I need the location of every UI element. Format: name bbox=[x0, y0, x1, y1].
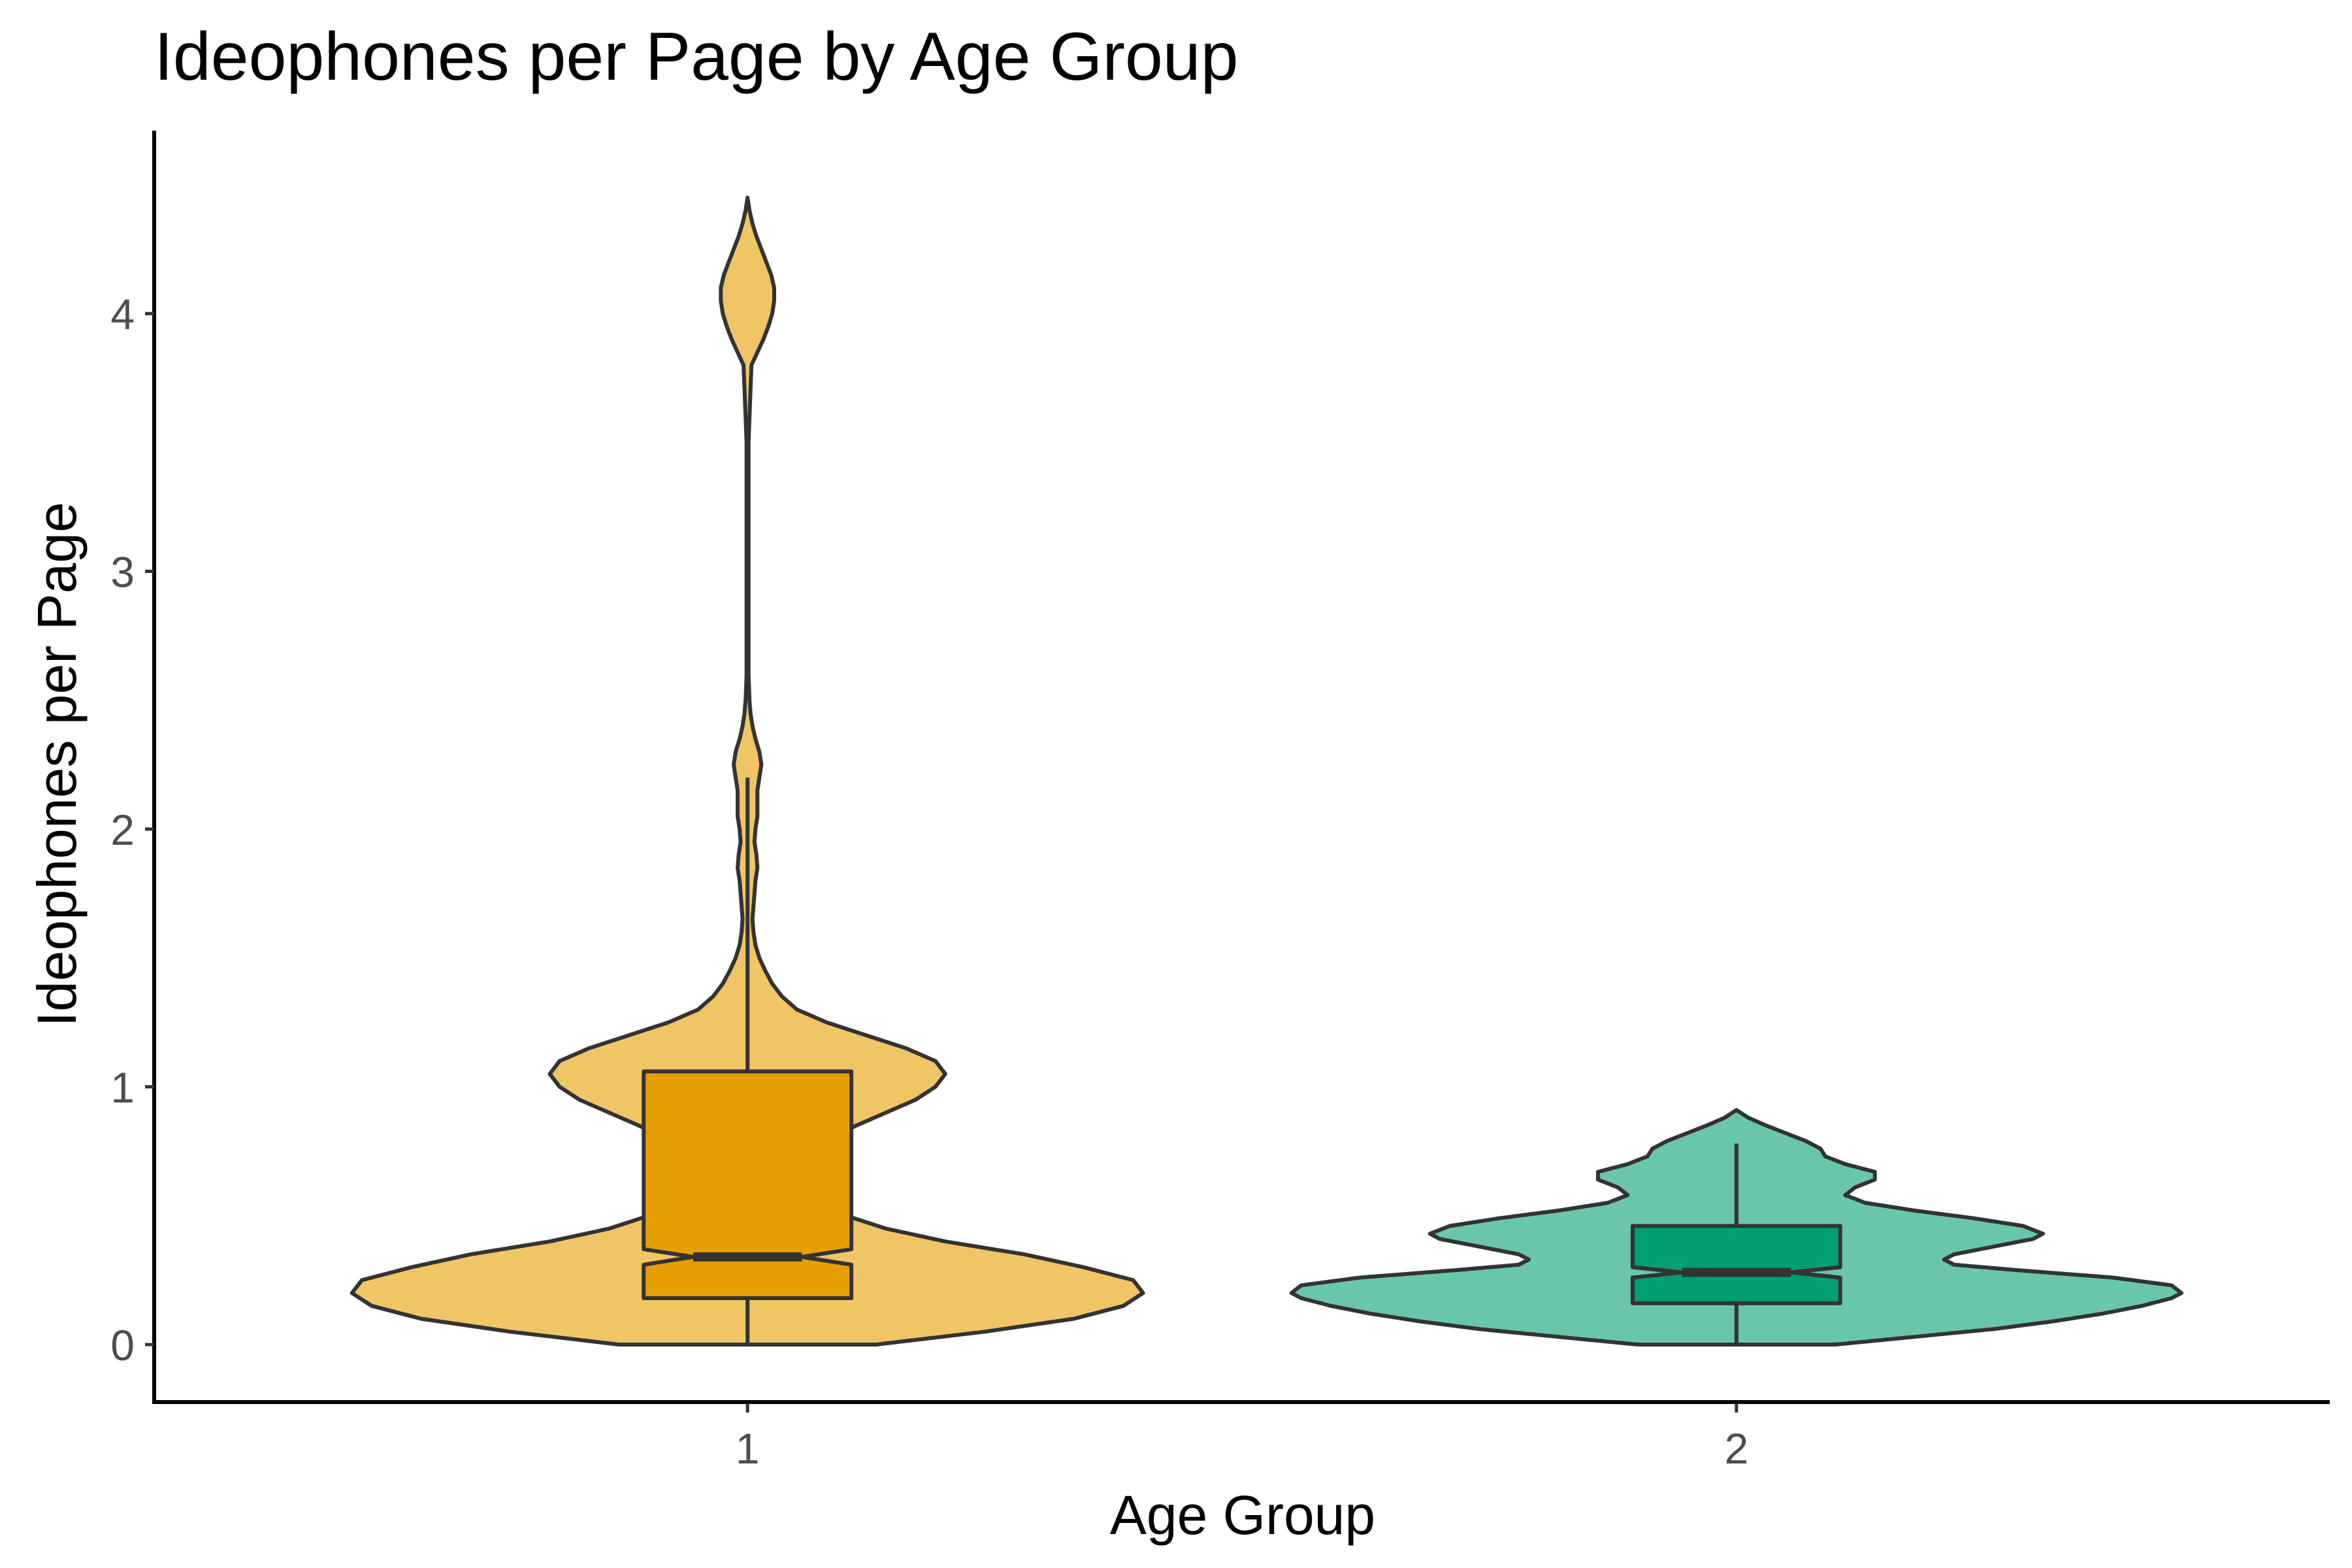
violin-1 bbox=[350, 195, 1145, 1347]
chart-title: Ideophones per Page by Age Group bbox=[154, 19, 1238, 95]
box-2 bbox=[1630, 1224, 1842, 1305]
violin-group-1 bbox=[350, 195, 1145, 1347]
y-tick-label: 1 bbox=[110, 1064, 135, 1112]
y-axis-ticks: 0 1 2 3 4 bbox=[110, 290, 154, 1369]
y-tick-label: 0 bbox=[110, 1321, 135, 1369]
y-tick-label: 3 bbox=[110, 548, 135, 596]
plot-area bbox=[350, 195, 2183, 1347]
y-tick-label: 2 bbox=[110, 806, 135, 854]
violin-group-2 bbox=[1289, 1108, 2183, 1347]
y-axis-title: Ideophones per Page bbox=[26, 502, 88, 1026]
x-tick-label: 1 bbox=[736, 1424, 760, 1473]
box-1 bbox=[642, 1069, 854, 1300]
x-axis-title: Age Group bbox=[1110, 1484, 1375, 1546]
x-tick-label: 2 bbox=[1724, 1424, 1748, 1473]
y-tick-label: 4 bbox=[110, 290, 135, 338]
